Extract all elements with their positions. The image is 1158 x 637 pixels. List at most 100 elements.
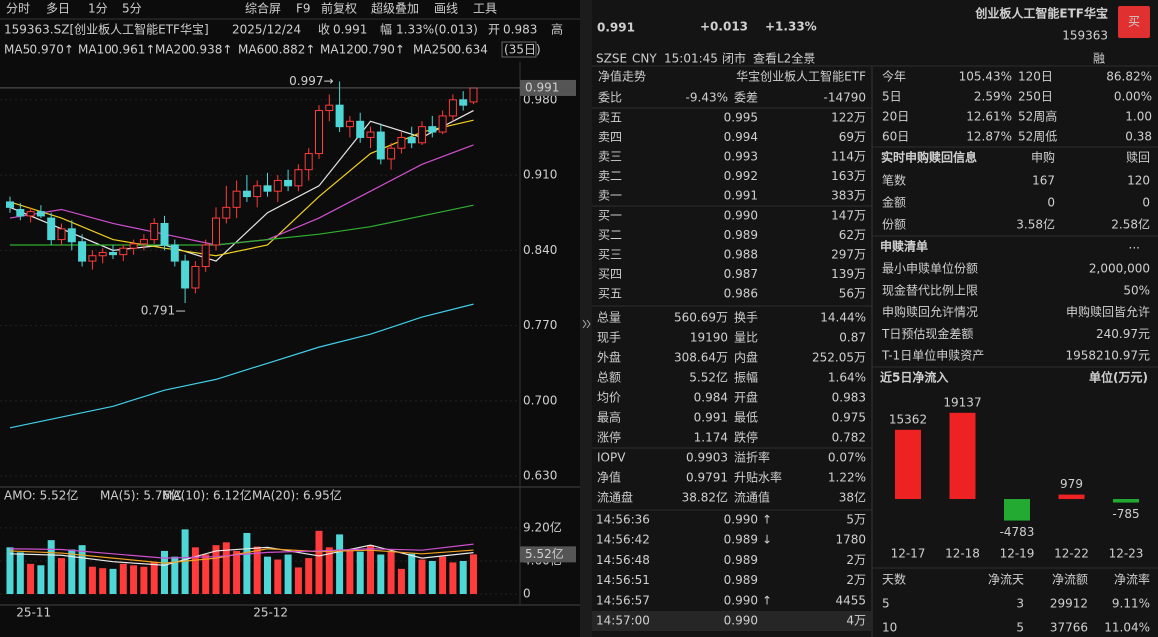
legend-name: MA250 — [413, 43, 454, 57]
volume-bar — [140, 566, 148, 595]
stat-value: 0.9791 — [686, 471, 728, 485]
toolbar-button[interactable]: 5分 — [122, 2, 142, 16]
volume-bar — [47, 540, 55, 595]
value-label: 979 — [1060, 477, 1083, 491]
level-volume: 69万 — [839, 130, 866, 144]
row-label: T-1日单位申赎资产 — [881, 348, 984, 363]
last-volume-tag — [520, 546, 576, 563]
security-name: 159363.SZ[创业板人工智能ETF华宝] — [4, 22, 209, 37]
trade-volume: 1780 — [835, 533, 866, 547]
more-button[interactable]: ... — [1129, 238, 1140, 252]
candle-body — [181, 260, 190, 289]
volume-bar — [470, 554, 477, 595]
volume-bar — [315, 530, 323, 595]
stat-label: 外盘 — [597, 350, 621, 365]
x-tick-label: 12-17 — [891, 547, 926, 561]
toolbar-button[interactable]: 画线 — [434, 2, 458, 16]
splitter[interactable] — [580, 0, 592, 637]
level-label: 卖五 — [598, 111, 622, 125]
trade-direction: ↑ — [762, 593, 772, 607]
l2-link[interactable]: 查看L2全景 — [753, 51, 815, 66]
level-label: 买四 — [598, 267, 622, 281]
y-tick-label: 0.700 — [523, 393, 557, 407]
performance-label: 52周低 — [1018, 130, 1057, 144]
stat-value: 1.22% — [828, 471, 866, 485]
performance-value: 12.61% — [966, 110, 1012, 124]
trade-time: 14:56:57 — [596, 593, 650, 607]
volume-bar — [16, 552, 24, 595]
row-label: T日预估现金差额 — [881, 326, 973, 341]
label: 收 — [318, 23, 330, 37]
row-label: 笔数 — [882, 173, 906, 188]
row-value: 0 — [1142, 196, 1150, 210]
performance-value: 86.82% — [1106, 70, 1152, 84]
toolbar-button[interactable]: 综合屏 — [245, 1, 281, 16]
security-code: 159363 — [1062, 29, 1108, 43]
trade-time: 14:57:00 — [596, 614, 650, 628]
buy-button[interactable] — [1118, 6, 1150, 38]
ma-line — [9, 543, 474, 559]
candle-body — [294, 169, 303, 187]
stat-label: 现手 — [597, 331, 621, 345]
last-price-tag — [520, 79, 576, 96]
candle-body — [253, 185, 262, 198]
legend-name: MA5 — [4, 43, 30, 57]
trade-volume: 4455 — [835, 593, 866, 607]
level-label: 卖四 — [598, 130, 622, 144]
trade-volume: 2万 — [846, 553, 866, 567]
section-title: 净值走势 — [598, 69, 646, 84]
toolbar-button[interactable]: 分时 — [6, 2, 30, 16]
period-selector[interactable]: (35日) — [504, 43, 541, 57]
toolbar-button[interactable]: F9 — [296, 2, 311, 16]
row-label: 金额 — [882, 195, 906, 210]
trade-volume: 2万 — [846, 573, 866, 587]
table-cell: 29912 — [1050, 597, 1088, 611]
candle-body — [418, 126, 426, 144]
stat-value: 0.983 — [832, 391, 866, 405]
toolbar-button[interactable]: 工具 — [473, 2, 497, 16]
row-label: 申购赎回允许情况 — [882, 304, 978, 319]
column-header: 申购 — [1031, 150, 1055, 165]
bar — [1004, 499, 1030, 521]
trade-time: 14:56:36 — [596, 513, 650, 527]
row-label: 最小申赎单位份额 — [882, 261, 978, 276]
candle-body — [129, 243, 138, 249]
y-tick-label: 0.910 — [523, 168, 557, 182]
toolbar-button[interactable]: 前复权 — [321, 1, 357, 16]
column-header: 赎回 — [1126, 151, 1150, 165]
legend-label: MA(20): 6.95亿 — [252, 488, 342, 503]
candle-body — [366, 131, 375, 138]
stat-label: 最低 — [734, 411, 758, 425]
level-price: 0.994 — [724, 130, 758, 144]
volume-bar — [191, 547, 199, 595]
performance-label: 60日 — [882, 130, 909, 144]
buy-label[interactable]: 买 — [1128, 15, 1140, 29]
column-header: 天数 — [882, 572, 906, 587]
candle-body — [26, 211, 35, 217]
volume-bar — [284, 554, 292, 595]
collapse-icon[interactable] — [582, 319, 591, 329]
volume-bar — [253, 546, 261, 595]
row-value: 0 — [1047, 196, 1055, 210]
candle-body — [397, 136, 406, 149]
legend-name: MA60 — [238, 43, 272, 57]
column-header: 净流率 — [1114, 572, 1150, 587]
level-volume: 62万 — [839, 228, 866, 242]
stat-label: 流通值 — [734, 490, 770, 505]
performance-value: 0.00% — [1114, 90, 1152, 104]
stat-value: 0.07% — [828, 451, 866, 465]
ma-line — [9, 548, 474, 564]
table-cell: 37766 — [1050, 621, 1088, 635]
candle-body — [139, 239, 148, 245]
volume-bar — [428, 560, 436, 595]
candle-body — [428, 126, 437, 133]
stat-label: 内盘 — [734, 350, 758, 365]
performance-value: 2.59% — [974, 90, 1012, 104]
toolbar-button[interactable]: 1分 — [88, 2, 108, 16]
row-value: 120 — [1127, 174, 1150, 188]
last-volume-label: 5.52亿 — [525, 546, 564, 561]
toolbar-button[interactable]: 多日 — [46, 2, 70, 16]
row-highlight — [592, 611, 872, 631]
stat-value: 19190 — [690, 331, 728, 345]
toolbar-button[interactable]: 超级叠加 — [371, 1, 419, 16]
